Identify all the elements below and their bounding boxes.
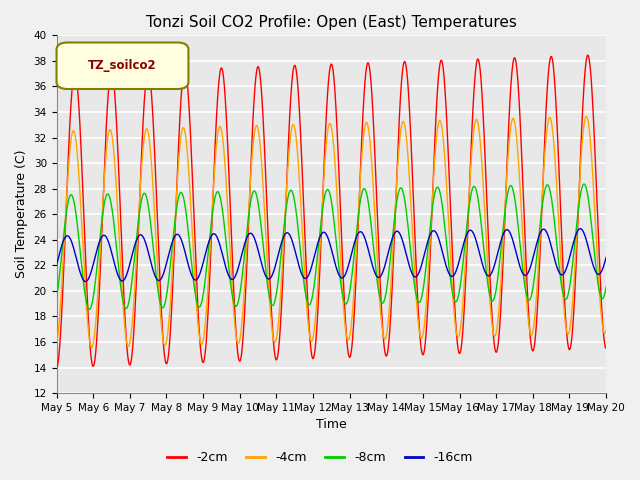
Y-axis label: Soil Temperature (C): Soil Temperature (C) (15, 150, 28, 278)
X-axis label: Time: Time (316, 419, 347, 432)
Title: Tonzi Soil CO2 Profile: Open (East) Temperatures: Tonzi Soil CO2 Profile: Open (East) Temp… (146, 15, 516, 30)
FancyBboxPatch shape (56, 43, 188, 89)
Legend: -2cm, -4cm, -8cm, -16cm: -2cm, -4cm, -8cm, -16cm (163, 446, 477, 469)
Text: TZ_soilco2: TZ_soilco2 (88, 59, 157, 72)
